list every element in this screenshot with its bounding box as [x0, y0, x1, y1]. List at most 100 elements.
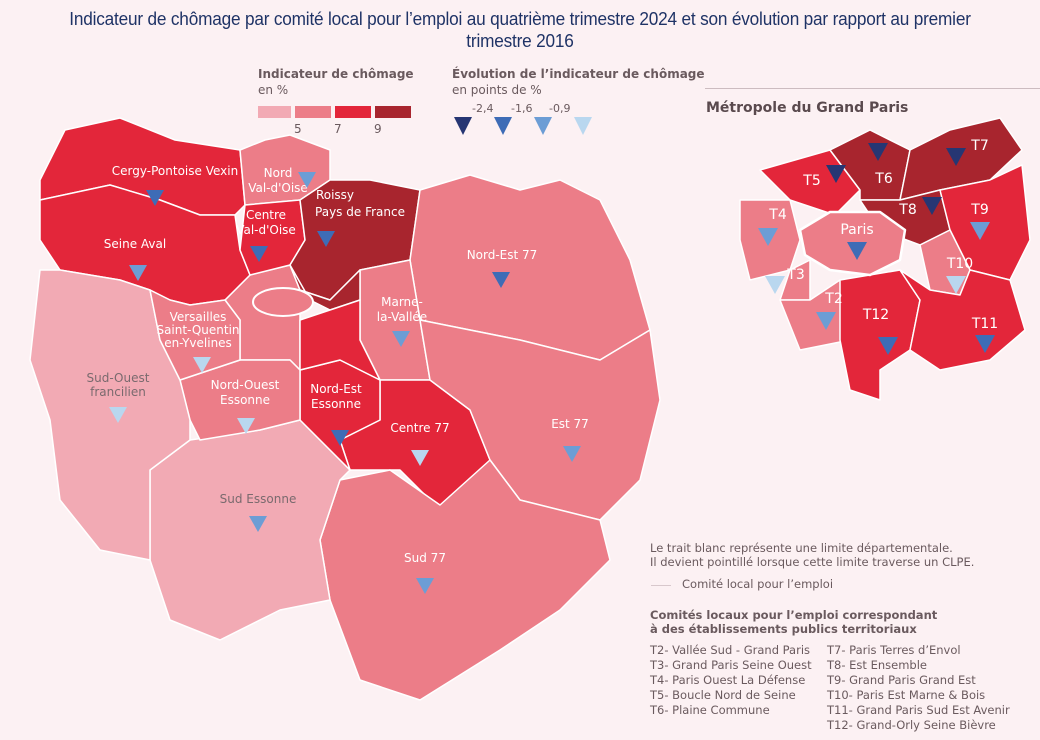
region-label: Nord-Est 77 — [467, 248, 538, 262]
ept-item: T11- Grand Paris Sud Est Avenir — [827, 703, 1010, 717]
evolution-triangle-icon — [250, 246, 268, 262]
region-label: Sud 77 — [404, 551, 446, 565]
region-label: Cergy-Pontoise Vexin — [112, 164, 238, 178]
region-label: Nord — [264, 166, 293, 180]
ept-item: T5- Boucle Nord de Seine — [650, 688, 796, 702]
region-label: Val-d'Oise — [236, 223, 296, 237]
swatch-rate-0 — [258, 106, 291, 118]
evolution-triangle-icon — [193, 357, 211, 373]
inset-label: T8 — [898, 202, 916, 218]
paris-region — [252, 287, 314, 317]
inset-label: T10 — [946, 256, 973, 272]
region-label: Centre — [246, 208, 286, 222]
clpe-line-sample — [651, 585, 671, 586]
region-sud-essonne — [149, 419, 351, 641]
evolution-triangle-icon — [868, 143, 888, 161]
ept-item: T12- Grand-Orly Seine Bièvre — [827, 718, 996, 732]
val-de-marne-area — [299, 299, 381, 381]
inset-label: T4 — [768, 207, 787, 223]
inset-label: T5 — [802, 173, 820, 189]
evolution-triangle-icon — [563, 446, 581, 462]
region-label: la-Vallée — [377, 310, 427, 324]
evolution-triangle-icon — [146, 190, 164, 206]
triangle-icon — [574, 117, 592, 135]
evolution-triangle-icon — [109, 407, 127, 423]
evolution-triangle-icon — [946, 276, 966, 294]
region-label: francilien — [90, 385, 146, 399]
region-est-77 — [419, 319, 661, 521]
ept-item: T3- Grand Paris Seine Ouest — [650, 658, 812, 672]
region-label: Essonne — [220, 393, 270, 407]
rate-legend-title: Indicateur de chômage — [258, 67, 414, 81]
note-line-2: Il devient pointillé lorsque cette limit… — [650, 555, 975, 569]
region-label: Est 77 — [551, 417, 589, 431]
evolution-triangle-icon — [946, 148, 966, 166]
region-sud-ouest-francilien — [29, 269, 191, 561]
ept-item: T9- Grand Paris Grand Est — [827, 673, 976, 687]
ept-item: T8- Est Ensemble — [827, 658, 927, 672]
rate-legend-unit: en % — [258, 83, 289, 97]
evolution-triangle-icon — [411, 450, 429, 466]
ept-item: T4- Paris Ouest La Défense — [650, 673, 806, 687]
evolution-triangle-icon — [298, 172, 316, 188]
evo-break-3: -0,9 — [549, 102, 571, 115]
inset-label: T7 — [970, 138, 988, 154]
evolution-triangle-icon — [765, 276, 785, 294]
rate-legend-swatches — [258, 106, 411, 118]
ept-list-left: T2- Vallée Sud - Grand Paris T3- Grand P… — [650, 643, 812, 718]
evolution-triangle-icon — [847, 242, 867, 260]
evolution-triangle-icon — [129, 265, 147, 281]
region-label: Seine Aval — [104, 237, 166, 251]
clpe-legend-label: Comité local pour l’emploi — [682, 577, 834, 591]
region-label: Sud Essonne — [220, 492, 297, 506]
grand-paris-inset-map: T5 T6 T7 T8 T9 T4 T3 T2 T10 T12 T11 Paris — [739, 117, 1031, 401]
ept-title-1: Comités locaux pour l’emploi corresponda… — [650, 608, 938, 622]
region-label: Centre 77 — [390, 421, 449, 435]
inset-label: T6 — [874, 171, 893, 187]
region-label: Sud-Ouest — [87, 371, 150, 385]
inset-divider — [705, 88, 1040, 89]
evo-legend-title: Évolution de l’indicateur de chômage — [452, 67, 705, 81]
evolution-triangle-icon — [878, 337, 898, 355]
rate-break-7: 7 — [334, 122, 342, 136]
evolution-triangle-icon — [317, 231, 335, 247]
evolution-triangle-icon — [970, 222, 990, 240]
note-line-1: Le trait blanc représente une limite dép… — [650, 541, 953, 555]
evo-legend-unit: en points de % — [452, 83, 542, 97]
inset-label: T9 — [970, 202, 988, 218]
triangle-icon — [494, 117, 512, 135]
region-label: Nord-Ouest — [211, 378, 280, 392]
evolution-triangle-icon — [331, 430, 349, 446]
ept-title-2: à des établissements publics territoriau… — [650, 622, 917, 636]
swatch-rate-1 — [295, 106, 331, 118]
evolution-triangle-icon — [826, 165, 846, 183]
inset-title: Métropole du Grand Paris — [706, 100, 909, 116]
inset-label: T12 — [862, 307, 889, 323]
triangle-icon — [534, 117, 552, 135]
evolution-triangle-icon — [816, 312, 836, 330]
region-versailles-saint-quentin-en-yvelines — [149, 289, 241, 381]
evolution-triangle-icon — [392, 331, 410, 347]
inset-region-t11 — [899, 269, 1026, 371]
evo-break-1: -2,4 — [472, 102, 494, 115]
region-sud-77 — [319, 459, 611, 701]
ept-item: T7- Paris Terres d’Envol — [827, 643, 961, 657]
inset-label: T3 — [786, 267, 804, 283]
evolution-triangle-icon — [758, 228, 778, 246]
map-title: Indicateur de chômage par comité local p… — [69, 8, 971, 51]
region-label: Nord-Est — [310, 382, 362, 396]
evolution-triangle-icon — [922, 197, 942, 215]
inset-label: T11 — [971, 316, 998, 332]
region-label: Val-d'Oise — [248, 181, 308, 195]
evo-break-2: -1,6 — [511, 102, 533, 115]
swatch-rate-2 — [335, 106, 371, 118]
region-label: Roissy — [316, 188, 354, 202]
region-label: Marne- — [381, 295, 423, 309]
inset-region-t12 — [839, 269, 921, 401]
region-nord-ouest-essonne — [179, 359, 301, 441]
evolution-triangle-icon — [237, 418, 255, 434]
rate-break-9: 9 — [374, 122, 382, 136]
ept-item: T6- Plaine Commune — [650, 703, 770, 717]
evolution-triangle-icon — [416, 578, 434, 594]
